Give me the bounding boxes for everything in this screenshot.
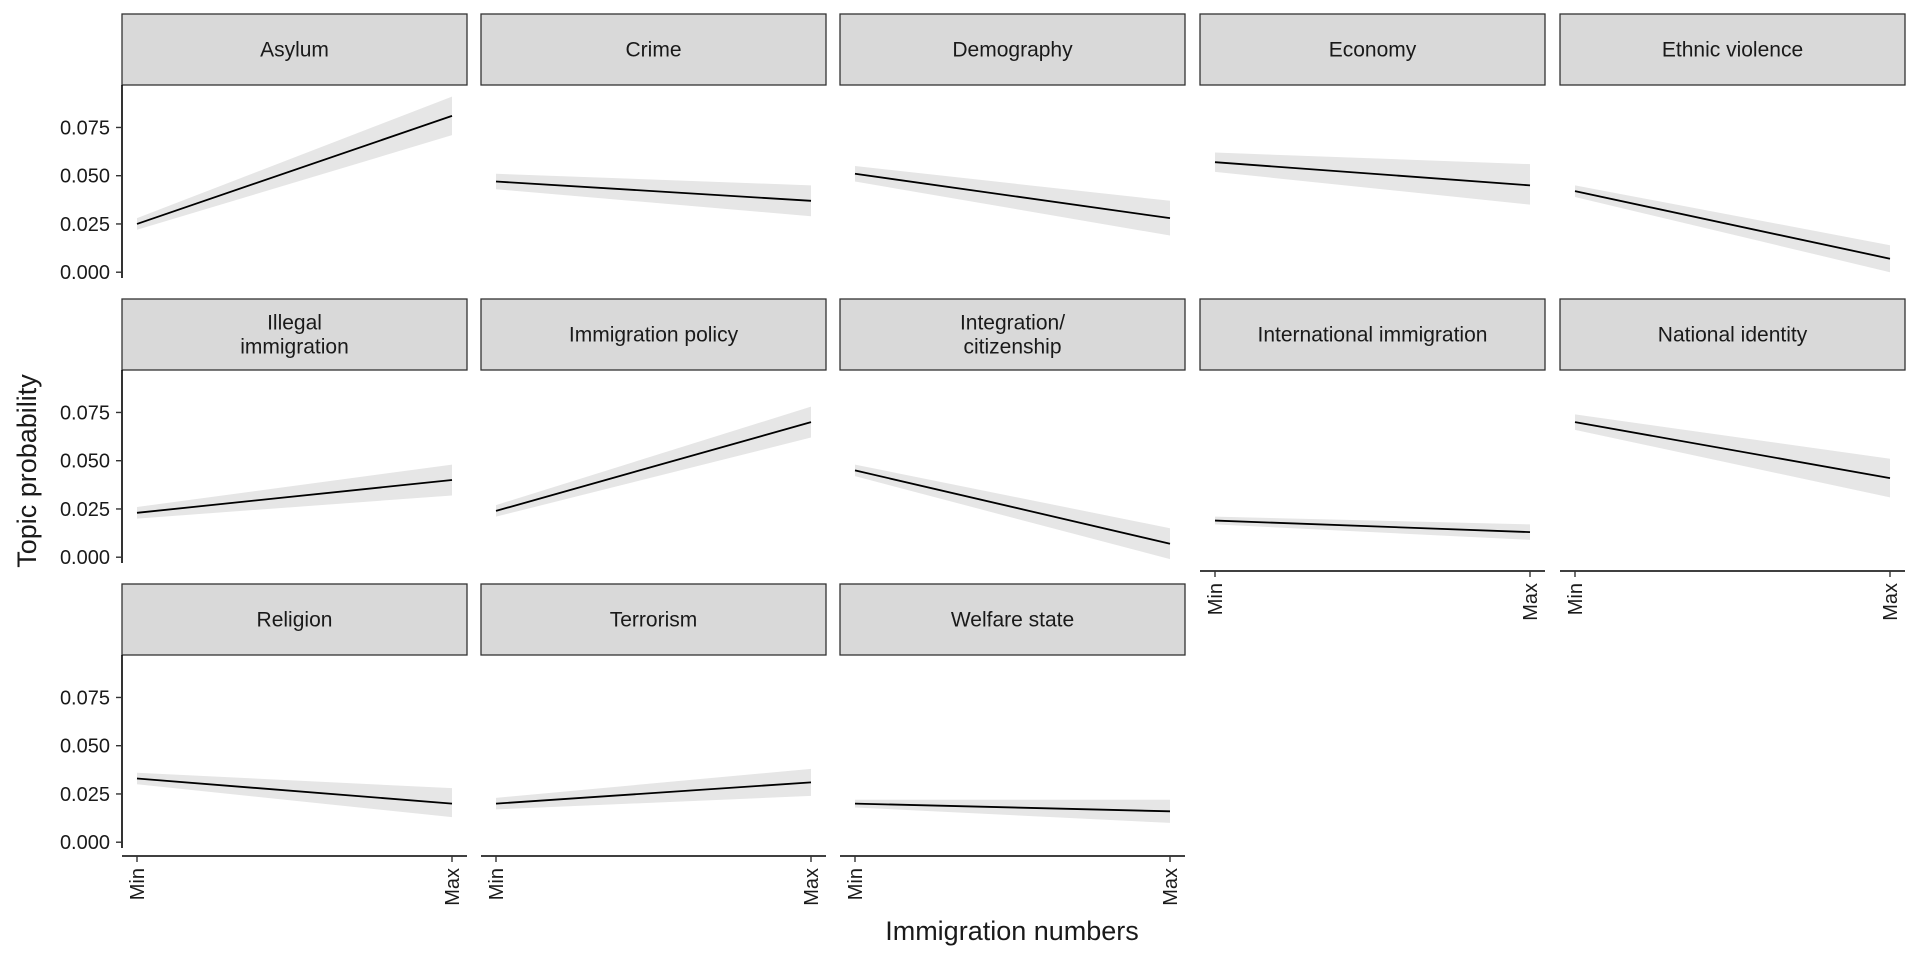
y-tick-label: 0.025 (60, 499, 110, 521)
facet-strip (839, 583, 1186, 656)
y-tick-label: 0.050 (60, 736, 110, 758)
trend-line (854, 469, 1171, 545)
trend-line (854, 802, 1171, 813)
facet-panel: Terrorism Min Max (480, 583, 827, 906)
y-tick-label: 0.000 (60, 262, 110, 284)
confidence-band (855, 166, 1170, 236)
x-tick-label: Min (486, 868, 508, 900)
facet-title: Illegal (267, 312, 322, 335)
x-tick-label: Max (801, 868, 823, 906)
facet-panel: Ethnic violence (1559, 13, 1906, 273)
x-tick-label: Max (1880, 583, 1902, 621)
trend-line (495, 180, 812, 202)
y-tick-label: 0.050 (60, 451, 110, 473)
facet-title: Immigration policy (569, 324, 739, 347)
facet-panel: Immigration policy (480, 298, 827, 517)
confidence-band (855, 464, 1170, 560)
confidence-band (855, 799, 1170, 823)
facet-panel: Crime (480, 13, 827, 217)
facet-title: Economy (1329, 39, 1417, 62)
trend-line (136, 479, 453, 514)
confidence-band (137, 464, 452, 519)
facet-panel: Asylum 0.000 0.025 0.050 0.075 (60, 13, 468, 284)
trend-line (854, 172, 1171, 220)
facet-strip (480, 583, 827, 656)
y-tick-label: 0.075 (60, 117, 110, 139)
y-tick-label: 0.025 (60, 784, 110, 806)
facet-title: Asylum (260, 39, 329, 62)
facet-panel: Economy (1199, 13, 1546, 205)
x-tick-label: Min (1205, 583, 1227, 615)
facet-title: Demography (952, 39, 1073, 62)
x-tick-label: Min (1565, 583, 1587, 615)
facet-title: Integration/ (960, 312, 1065, 335)
facet-title: International immigration (1258, 324, 1488, 347)
facet-title: citizenship (963, 336, 1061, 359)
trend-line (1214, 519, 1531, 534)
trend-line (1214, 161, 1531, 187)
facet-strip (121, 298, 468, 371)
facet-panel: Demography (839, 13, 1186, 236)
y-axis-title: Topic probability (12, 374, 42, 568)
facet-title: Crime (626, 39, 682, 62)
facet-title: Ethnic violence (1662, 39, 1803, 62)
y-tick-label: 0.000 (60, 547, 110, 569)
confidence-band (496, 768, 811, 810)
facet-strip (121, 13, 468, 86)
facet-title: immigration (240, 336, 349, 359)
confidence-band (1215, 152, 1530, 205)
facet-strip (480, 298, 827, 371)
facet-strip (1199, 298, 1546, 371)
confidence-band (1575, 185, 1890, 273)
trend-line (136, 777, 453, 805)
confidence-band (137, 772, 452, 818)
facet-strip (1559, 298, 1906, 371)
facet-panel: International immigration Min Max (1199, 298, 1546, 621)
x-tick-label: Min (845, 868, 867, 900)
facet-panel: Integration/citizenship (839, 298, 1186, 560)
y-tick-label: 0.075 (60, 402, 110, 424)
trend-line (1574, 190, 1891, 260)
y-tick-label: 0.050 (60, 166, 110, 188)
confidence-band (496, 406, 811, 517)
x-tick-label: Max (1520, 583, 1542, 621)
facet-strip (839, 13, 1186, 86)
confidence-band (1575, 414, 1890, 498)
facet-strip (839, 298, 1186, 371)
x-tick-label: Max (442, 868, 464, 906)
facet-strip (1559, 13, 1906, 86)
facet-panel: Welfare state Min Max (839, 583, 1186, 906)
facet-strip (1199, 13, 1546, 86)
trend-line (495, 781, 812, 805)
trend-line (1574, 421, 1891, 479)
x-axis-title: Immigration numbers (885, 916, 1139, 946)
facet-title: Religion (257, 609, 333, 632)
y-tick-label: 0.025 (60, 214, 110, 236)
x-tick-label: Max (1160, 868, 1182, 906)
facet-title: National identity (1658, 324, 1808, 347)
facet-panel: Religion 0.000 0.025 0.050 0.075 Min Max (60, 583, 468, 906)
x-tick-label: Min (127, 868, 149, 900)
trend-line (136, 115, 453, 225)
facet-panel: National identity Min Max (1559, 298, 1906, 621)
y-tick-label: 0.000 (60, 832, 110, 854)
facet-strip (121, 583, 468, 656)
trend-line (495, 421, 812, 512)
confidence-band (496, 173, 811, 217)
facet-title: Terrorism (610, 609, 698, 632)
confidence-band (137, 96, 452, 230)
facet-title: Welfare state (951, 609, 1074, 632)
confidence-band (1215, 516, 1530, 540)
facet-strip (480, 13, 827, 86)
y-tick-label: 0.075 (60, 687, 110, 709)
